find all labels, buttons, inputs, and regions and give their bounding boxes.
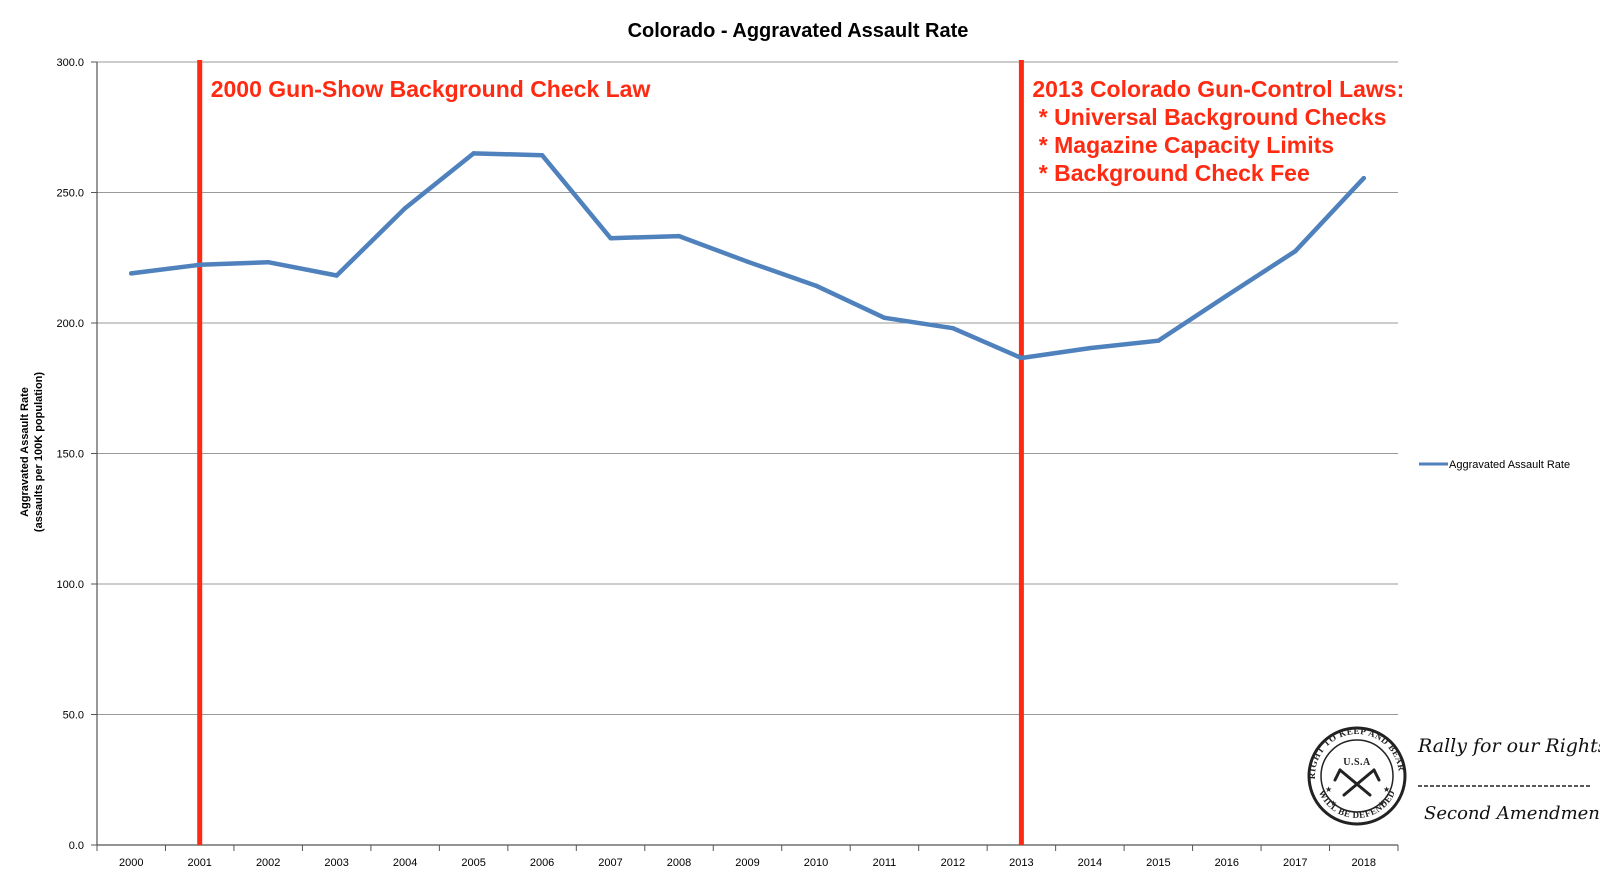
x-tick-label: 2010 <box>804 857 828 869</box>
annotation-text: 2000 Gun-Show Background Check Law <box>211 76 651 102</box>
x-tick-label: 2017 <box>1283 857 1307 869</box>
x-tick-label: 2004 <box>393 857 417 869</box>
y-axis-title-line2: (assaults per 100K population) <box>33 372 45 532</box>
svg-text:★: ★ <box>1383 785 1390 794</box>
star-icons: ★ ★ ★ ★ <box>1325 785 1390 808</box>
data-point <box>950 326 956 331</box>
x-tick-label: 2014 <box>1078 857 1102 869</box>
x-tick-labels: 2000 2001 2002 2003 2004 2005 2006 2007 2008 2009… <box>119 857 1376 869</box>
y-tick-label: 300.0 <box>56 57 84 69</box>
brand-line1: Rally for our Rights <box>1417 735 1600 757</box>
x-tick-label: 2013 <box>1009 857 1033 869</box>
data-point <box>402 205 408 211</box>
x-tick-label: 2003 <box>324 857 348 869</box>
x-tick-label: 2011 <box>873 857 897 869</box>
y-tick-label: 0.0 <box>69 840 84 852</box>
brand-line2: Second Amendment <box>1424 803 1600 824</box>
data-point <box>676 233 682 239</box>
svg-text:★: ★ <box>1325 785 1332 794</box>
annotation-text: * Universal Background Checks <box>1032 104 1386 130</box>
crossed-pistols-icon <box>1333 768 1381 797</box>
x-tick-label: 2015 <box>1146 857 1170 869</box>
x-tick-label: 2006 <box>530 857 554 869</box>
annotation-text: 2013 Colorado Gun-Control Laws: <box>1032 76 1404 102</box>
y-tick-label: 50.0 <box>63 710 84 722</box>
data-point <box>1156 338 1161 343</box>
legend: Aggravated Assault Rate <box>1419 459 1570 471</box>
svg-text:★: ★ <box>1330 799 1337 808</box>
legend-entry-label: Aggravated Assault Rate <box>1449 459 1570 471</box>
annotation-text: * Background Check Fee <box>1032 160 1309 186</box>
series-layer <box>128 151 1367 361</box>
data-point <box>813 283 819 288</box>
data-point <box>129 271 134 276</box>
x-tick-label: 2012 <box>941 857 965 869</box>
data-point <box>745 259 750 264</box>
x-tick-label: 2005 <box>461 857 485 869</box>
chart-title: Colorado - Aggravated Assault Rate <box>628 20 969 42</box>
data-point <box>1293 249 1298 254</box>
data-point <box>1087 345 1093 351</box>
x-tick-label: 2016 <box>1215 857 1239 869</box>
data-point <box>197 262 202 267</box>
data-point <box>539 152 545 158</box>
y-tick-label: 250.0 <box>56 188 84 200</box>
x-tick-label: 2009 <box>735 857 759 869</box>
x-tick-label: 2018 <box>1352 857 1376 869</box>
y-axis-title-line1: Aggravated Assault Rate <box>19 387 31 517</box>
y-tick-labels: 0.0 50.0 100.0 150.0 200.0 250.0 300.0 <box>56 57 84 852</box>
svg-text:★: ★ <box>1378 799 1385 808</box>
x-tick-label: 2008 <box>667 857 691 869</box>
x-tick-label: 2002 <box>256 857 280 869</box>
data-point <box>882 315 887 320</box>
y-tick-label: 150.0 <box>56 449 84 461</box>
data-point <box>1361 175 1366 181</box>
y-tick-label: 200.0 <box>56 318 84 330</box>
data-point <box>471 151 476 156</box>
y-tick-label: 100.0 <box>56 579 84 591</box>
data-point <box>265 259 271 265</box>
x-tick-label: 2001 <box>187 857 211 869</box>
data-point <box>608 235 613 241</box>
annotation-layer: 2000 Gun-Show Background Check Law 2013 C… <box>197 60 1404 845</box>
x-tick-label: 2007 <box>598 857 622 869</box>
data-point <box>1224 293 1230 298</box>
grid-layer <box>91 61 1399 851</box>
annotation-text: * Magazine Capacity Limits <box>1032 132 1334 158</box>
data-point <box>1019 355 1024 361</box>
data-point <box>334 273 339 278</box>
x-tick-label: 2000 <box>119 857 143 869</box>
seal-center-text: U.S.A <box>1343 757 1371 768</box>
